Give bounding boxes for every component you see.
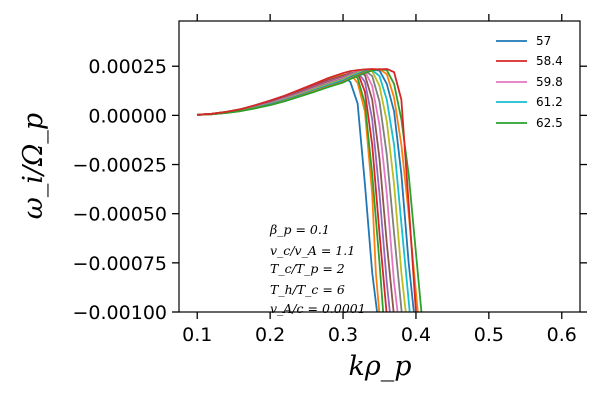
annotation-beta: β_p = 0.1 xyxy=(269,222,330,237)
x-tick-label: 0.3 xyxy=(328,324,358,346)
legend-label: 61.2 xyxy=(536,95,563,109)
x-tick-label: 0.6 xyxy=(547,324,577,346)
legend-item-2: 58.4 xyxy=(496,54,563,68)
x-tick-label: 0.5 xyxy=(474,324,504,346)
x-axis-label: kρ_p xyxy=(348,351,411,382)
y-tick-label: −0.00050 xyxy=(73,204,168,226)
legend-label: 62.5 xyxy=(536,116,563,130)
annotation-th-tc: T_h/T_c = 6 xyxy=(270,282,345,297)
y-tick-label: −0.00100 xyxy=(73,302,168,324)
legend-label: 59.8 xyxy=(536,75,563,89)
legend-item-1: 57 xyxy=(496,34,551,48)
legend-label: 58.4 xyxy=(536,54,563,68)
x-tick-label: 0.2 xyxy=(255,324,285,346)
series-line-13 xyxy=(197,68,423,312)
series-line-14 xyxy=(197,68,417,312)
tick-layer xyxy=(172,14,587,319)
annotation-va-c: v_A/c = 0.0001 xyxy=(270,301,366,316)
annotation-vc-va: v_c/v_A = 1.1 xyxy=(270,243,355,258)
x-tick-label: 0.1 xyxy=(182,324,212,346)
legend-item-3: 59.8 xyxy=(496,75,563,89)
series-layer xyxy=(197,68,423,312)
legend-item-4: 61.2 xyxy=(496,95,563,109)
y-tick-label: 0.00025 xyxy=(88,56,167,78)
x-tick-label: 0.4 xyxy=(401,324,431,346)
y-tick-label: 0.00000 xyxy=(88,105,167,127)
plot-frame xyxy=(178,20,581,313)
y-axis-label: ω_i/Ω_p xyxy=(18,113,49,219)
parameter-annotations: β_p = 0.1 v_c/v_A = 1.1 T_c/T_p = 2 T_h/… xyxy=(269,222,366,316)
y-tick-label: −0.00075 xyxy=(73,253,168,275)
y-tick-label: −0.00025 xyxy=(73,155,168,177)
annotation-tc-tp: T_c/T_p = 2 xyxy=(270,261,345,276)
legend: 57 58.4 59.8 61.2 62.5 xyxy=(496,34,563,130)
legend-item-5: 62.5 xyxy=(496,116,563,130)
tick-label-layer: 0.1 0.2 0.3 0.4 0.5 0.6 0.00025 0.00000 −0.00025… xyxy=(73,56,577,346)
legend-label: 57 xyxy=(536,34,551,48)
